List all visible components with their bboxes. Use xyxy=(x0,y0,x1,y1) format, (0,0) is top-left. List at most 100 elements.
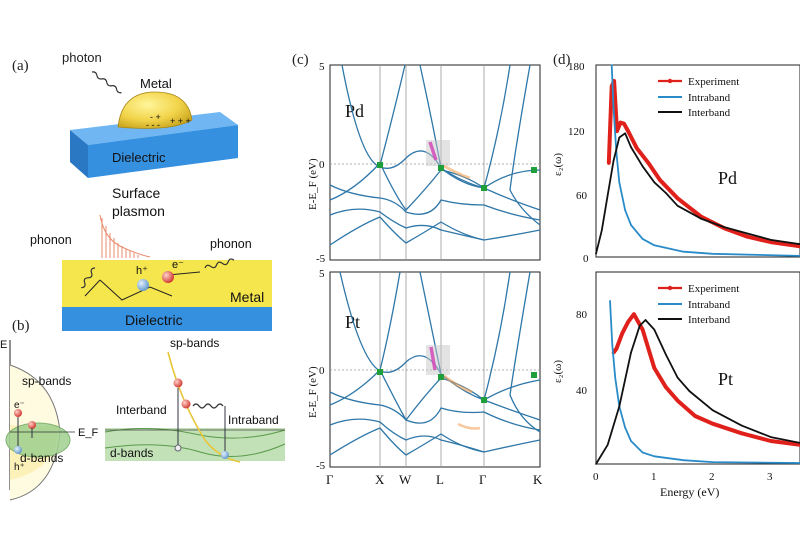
kpoint-k: K xyxy=(533,472,543,487)
point-pt-experiment xyxy=(652,366,657,370)
point-pd-experiment xyxy=(658,178,662,182)
point-pt-intraband xyxy=(653,455,656,458)
plasmon-decay-spikes xyxy=(99,214,151,258)
ytick-pt-m5: -5 xyxy=(316,460,326,472)
eps-curves-pd xyxy=(595,64,800,257)
surface-label: Surface xyxy=(112,185,160,201)
fermi-label: E_F xyxy=(78,427,98,439)
point-pt-experiment xyxy=(626,320,630,324)
eps-ylabel-pt: ε₂(ω) xyxy=(552,360,564,383)
panel-d: (d) ε₂(ω) ε₂(ω) 180 120 60 0 80 40 0 1 2… xyxy=(552,52,800,499)
point-pd-intraband xyxy=(612,106,615,109)
point-pd-interband xyxy=(746,232,749,235)
eps-ytick-pd-180: 180 xyxy=(568,61,585,73)
dielectric-label-top: Dielectric xyxy=(112,150,166,165)
point-pt-interband xyxy=(606,444,609,446)
point-pt-interband xyxy=(595,463,597,465)
legend-pd: Experiment Intraband Interband xyxy=(658,76,739,119)
point-pd-interband xyxy=(723,226,725,228)
metal-label-bottom: Metal xyxy=(230,289,264,305)
kpoint-x: X xyxy=(375,472,385,487)
point-pt-experiment xyxy=(632,312,636,317)
point-pd-experiment xyxy=(618,120,623,125)
ytick-pd-m5: -5 xyxy=(316,253,326,265)
electron-particle xyxy=(162,271,174,283)
panel-a: (a) photon Dielectric Metal - - - + + + … xyxy=(12,50,272,331)
eps-ylabel-pd: ε₂(ω) xyxy=(552,153,564,176)
hole-label-b: h⁺ xyxy=(14,462,25,473)
point-pd-experiment xyxy=(675,196,680,201)
point-pt-interband xyxy=(653,328,656,331)
phonon-right-label: phonon xyxy=(210,237,252,251)
svg-text:- +: - + xyxy=(150,112,161,122)
svg-text:- - -: - - - xyxy=(146,120,160,130)
series-pt-experiment xyxy=(611,312,800,447)
highlight-box-pt xyxy=(426,345,450,375)
interband-label: Interband xyxy=(116,403,167,417)
legend-pt-experiment: Experiment xyxy=(688,283,739,295)
point-pd-interband xyxy=(688,211,691,213)
point-pt-intraband xyxy=(611,344,614,346)
point-pd-experiment xyxy=(615,129,619,133)
point-pt-intraband xyxy=(609,300,611,302)
point-pt-intraband xyxy=(624,426,626,429)
bands-metal-pt: Pt xyxy=(345,312,360,332)
electron-label-b: e⁻ xyxy=(14,400,25,411)
point-pt-experiment xyxy=(675,398,680,403)
point-pd-intraband xyxy=(711,253,714,255)
eps-xlabel: Energy (eV) xyxy=(660,485,719,499)
point-pt-experiment xyxy=(620,331,624,336)
point-pt-experiment xyxy=(664,385,668,390)
point-pt-experiment xyxy=(693,414,697,418)
point-pd-interband xyxy=(618,136,621,139)
legend-pt-intraband: Intraband xyxy=(688,299,731,311)
point-pd-interband xyxy=(601,229,603,232)
legend-pd-intraband: Intraband xyxy=(688,92,731,104)
electron-label: e⁻ xyxy=(172,259,184,271)
point-pt-experiment xyxy=(614,347,619,351)
panel-c: (c) E-E_F (eV) E-E_F (eV) 5 0 -5 5 0 -5 … xyxy=(292,52,543,487)
d-bands-left-label: d-bands xyxy=(20,451,63,465)
bands-metal-pd: Pd xyxy=(345,101,364,121)
point-pd-experiment xyxy=(769,240,773,244)
eps-metal-pd: Pd xyxy=(718,168,737,188)
plasmon-label: plasmon xyxy=(112,203,165,219)
eps-ytick-pt-80: 80 xyxy=(576,309,588,321)
point-pt-interband xyxy=(688,390,691,392)
ytick-pt-0: 0 xyxy=(319,365,325,377)
point-pd-experiment xyxy=(745,234,750,239)
point-pt-interband xyxy=(770,436,772,438)
panel-label-a: (a) xyxy=(12,58,29,74)
bands-ylabel-pt: E-E_F (eV) xyxy=(307,366,319,418)
intraband-label: Intraband xyxy=(228,413,279,427)
eps-xtick-1: 1 xyxy=(651,471,657,483)
point-pd-intraband xyxy=(641,238,644,240)
bands-ylabel-pd: E-E_F (eV) xyxy=(307,158,319,210)
d-bands-right-label: d-bands xyxy=(110,446,153,460)
point-pd-interband xyxy=(676,205,679,207)
point-pd-intraband xyxy=(653,244,656,247)
panel-label-d: (d) xyxy=(553,52,571,68)
legend-pd-interband: Interband xyxy=(688,107,731,119)
point-pt-intraband xyxy=(614,376,616,379)
eps-xtick-0: 0 xyxy=(593,471,599,483)
point-pt-intraband xyxy=(641,451,644,454)
point-pt-experiment xyxy=(710,421,715,426)
panel-b: (b) E sp-bands d-bands E_F e⁻ h⁺ sp-band… xyxy=(0,318,286,501)
point-pd-experiment xyxy=(626,129,630,133)
kpoint-gamma-2: Γ xyxy=(479,472,487,487)
metal-dome xyxy=(117,91,193,129)
point-pd-interband xyxy=(630,146,632,148)
point-pd-experiment xyxy=(635,146,639,150)
point-pd-intraband xyxy=(610,64,613,66)
eps-ytick-pd-0: 0 xyxy=(583,253,589,265)
point-pd-interband xyxy=(700,217,702,220)
bands-frame-pd xyxy=(329,64,541,261)
metal-label-top: Metal xyxy=(140,76,172,91)
ytick-pt-5: 5 xyxy=(319,268,325,280)
point-pt-interband xyxy=(618,405,621,408)
eps-curves-pt xyxy=(595,300,800,465)
point-pt-intraband xyxy=(682,459,685,462)
eps-frame-pt xyxy=(595,271,800,465)
